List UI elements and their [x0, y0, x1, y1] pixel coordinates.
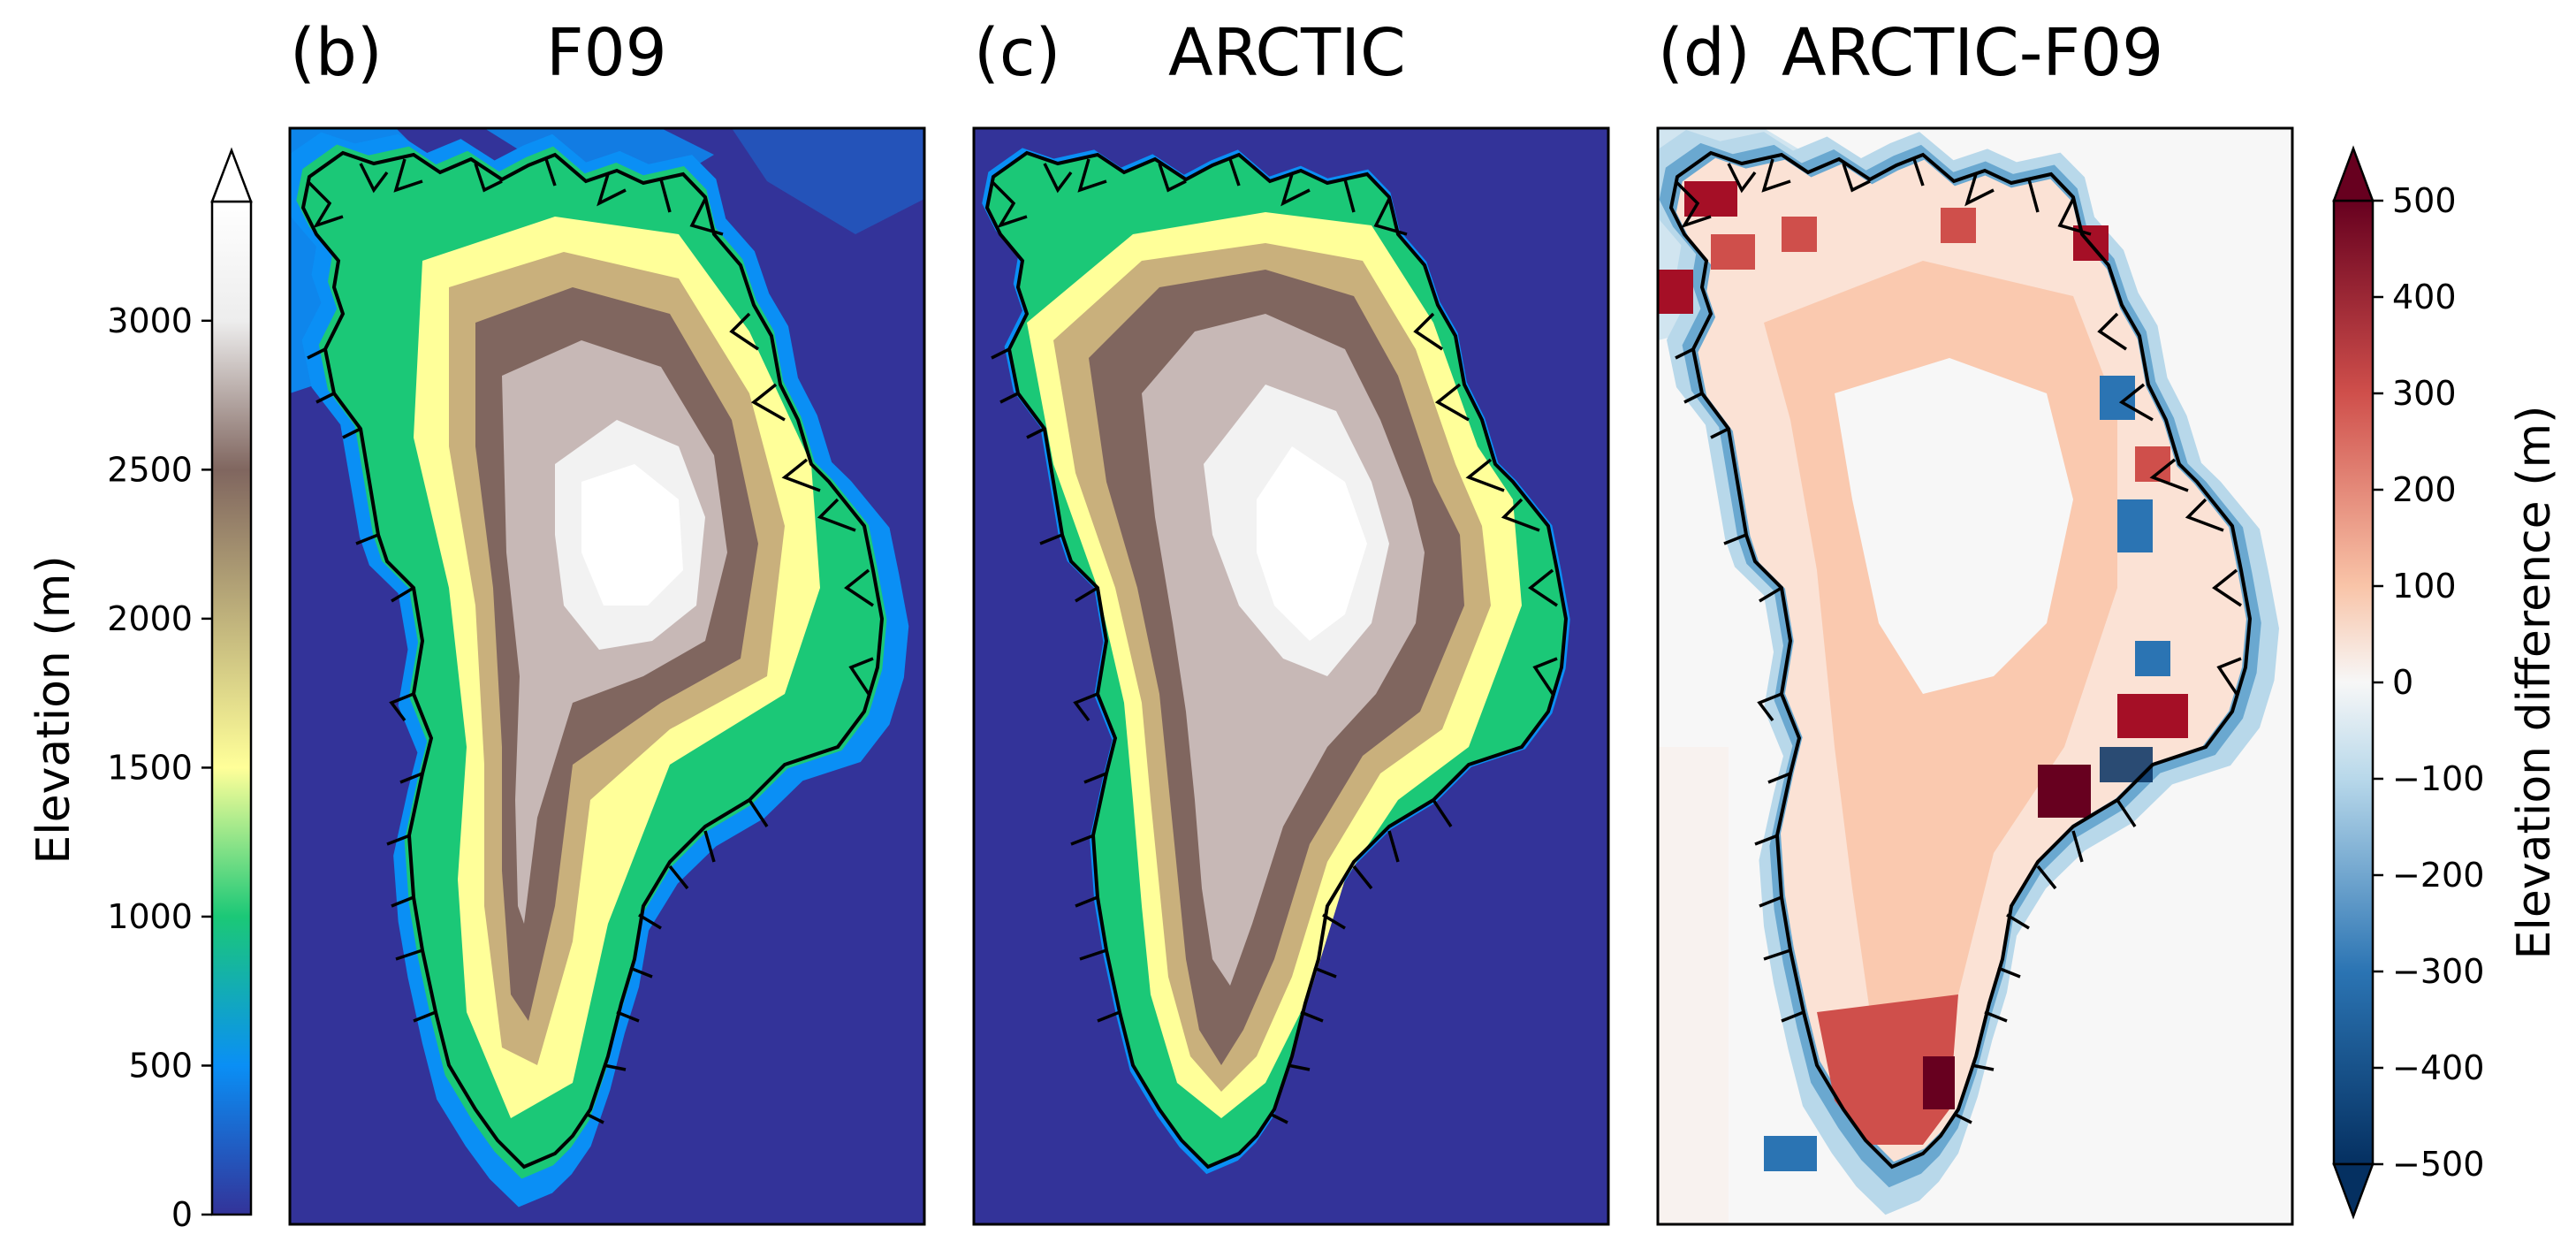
colorbar-tick-label: 3000 — [107, 301, 193, 340]
colorbar-tick-label: 1000 — [107, 897, 193, 936]
panel-d-label: (d) — [1658, 15, 1751, 91]
panel-c-title: ARCTIC — [1168, 15, 1406, 91]
panel-c-label: (c) — [974, 15, 1060, 91]
colorbar-tick-label: 100 — [2392, 567, 2457, 606]
elevation-colorbar-extend-max — [210, 147, 253, 203]
elevation-colorbar-body — [210, 200, 253, 1216]
panel-d-title: ARCTIC-F09 — [1782, 15, 2163, 91]
colorbar-tick-label: 300 — [2392, 374, 2457, 413]
colorbar-tick-label: −300 — [2392, 952, 2484, 991]
colorbar-tick-label: 0 — [2392, 663, 2413, 702]
difference-colorbar-body — [2332, 199, 2375, 1166]
panel-b-f09 — [288, 126, 926, 1226]
panel-c-arctic — [972, 126, 1610, 1226]
colorbar-tick-label: 500 — [128, 1046, 193, 1085]
colorbar-tick-label: 2500 — [107, 450, 193, 489]
colorbar-tick-label: 2000 — [107, 599, 193, 638]
colorbar-tick-label: −400 — [2392, 1048, 2484, 1087]
colorbar-tick-label: −200 — [2392, 856, 2484, 895]
colorbar-tick-label: 200 — [2392, 470, 2457, 509]
difference-colorbar: −500 −400 −300 −200 −100 0 100 200 300 400 500 Ele… — [2332, 145, 2561, 1220]
difference-colorbar-extend-min — [2332, 1162, 2375, 1220]
colorbar-tick-label: 400 — [2392, 278, 2457, 316]
difference-colorbar-ticks: −500 −400 −300 −200 −100 0 100 200 300 400 500 — [2373, 181, 2484, 1184]
difference-colorbar-label: Elevation difference (m) — [2508, 406, 2561, 960]
colorbar-tick-label: −500 — [2392, 1145, 2484, 1184]
elevation-colorbar-label: Elevation (m) — [27, 555, 80, 864]
colorbar-tick-label: 1500 — [107, 748, 193, 787]
panel-b-title: F09 — [546, 15, 667, 91]
elevation-colorbar: 0 500 1000 1500 2000 2500 3000 Elevation (m) — [27, 147, 253, 1234]
panel-d-difference — [1656, 126, 2294, 1226]
difference-colorbar-extend-max — [2332, 145, 2375, 202]
elevation-colorbar-ticks: 0 500 1000 1500 2000 2500 3000 — [107, 301, 212, 1234]
colorbar-tick-label: −100 — [2392, 759, 2484, 798]
colorbar-tick-label: 500 — [2392, 181, 2457, 220]
panel-b-label: (b) — [290, 15, 383, 91]
colorbar-tick-label: 0 — [171, 1195, 193, 1234]
